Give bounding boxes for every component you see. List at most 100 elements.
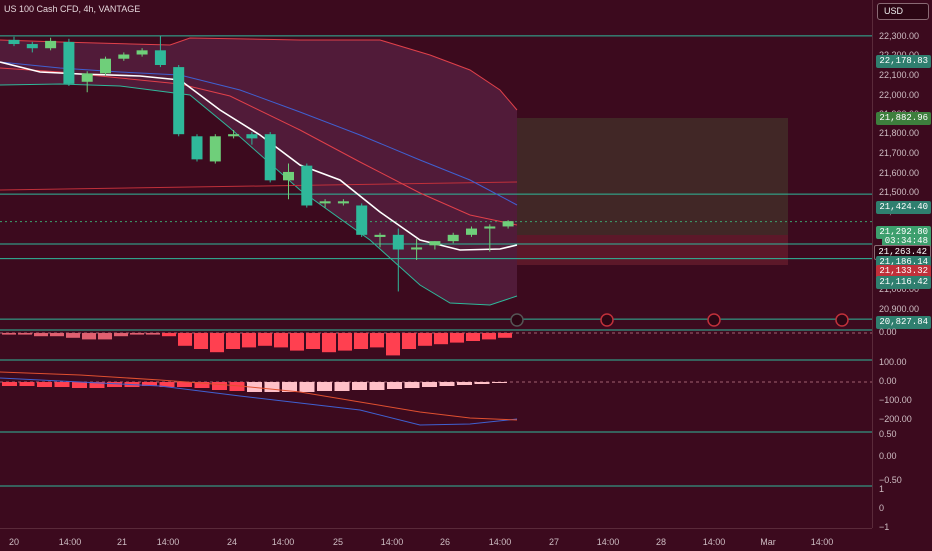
price-tick-label: 21,700.00 bbox=[879, 148, 920, 158]
indicator2-bar bbox=[299, 382, 315, 392]
indicator2-bar bbox=[439, 382, 455, 386]
indicator2-bar bbox=[212, 382, 227, 390]
candle-body bbox=[26, 44, 38, 49]
candle-body bbox=[63, 41, 75, 84]
price-tick-label: 22,100.00 bbox=[879, 70, 920, 80]
chart-canvas[interactable]: US 100 Cash CFD, 4h, VANTAGE bbox=[0, 0, 872, 528]
bollinger-upper-line bbox=[0, 37, 518, 111]
bollinger-band-fill bbox=[0, 38, 517, 305]
indicator2-bar bbox=[352, 382, 367, 390]
candle-body bbox=[337, 201, 349, 204]
candle-body bbox=[173, 67, 185, 135]
candle-body bbox=[466, 228, 477, 235]
currency-button[interactable]: USD bbox=[877, 3, 929, 20]
indicator1-bar bbox=[370, 333, 384, 348]
indicator1-bar bbox=[354, 333, 368, 349]
indicator2-bar bbox=[457, 382, 472, 385]
price-tag-label: 03:34:48 bbox=[881, 235, 931, 248]
event-marker-icon bbox=[707, 313, 721, 327]
indicator2-bar bbox=[264, 382, 280, 392]
indicator2-bar bbox=[37, 382, 52, 387]
indicator2-bar bbox=[369, 382, 385, 390]
time-tick-label: 14:00 bbox=[271, 537, 295, 547]
time-tick-label: 14:00 bbox=[156, 537, 180, 547]
price-tag-label: 21,116.42 bbox=[876, 276, 931, 289]
target-zone-box bbox=[517, 118, 788, 235]
indicator2-bar bbox=[89, 382, 105, 388]
indicator1-bar bbox=[162, 333, 176, 337]
indicator2-bar bbox=[159, 382, 175, 387]
indicator1-bar bbox=[306, 333, 320, 349]
indicator1-bar bbox=[194, 333, 208, 349]
time-tick-label: Mar bbox=[760, 537, 776, 547]
indicator1-bar bbox=[466, 333, 480, 341]
time-tick-label: 14:00 bbox=[702, 537, 726, 547]
indicator1-bar bbox=[450, 333, 464, 343]
candle-body bbox=[301, 165, 313, 206]
indicator2-axis-label: 100.00 bbox=[879, 357, 907, 367]
candle-body bbox=[100, 58, 111, 74]
price-tag-label: 20,827.84 bbox=[876, 316, 931, 329]
candle-body bbox=[136, 50, 148, 55]
candle-body bbox=[447, 234, 459, 242]
indicator1-bar bbox=[402, 333, 416, 349]
time-axis[interactable]: 20 14:00 21 14:00 24 14:00 25 14:00 26 14:00 27 14:… bbox=[0, 528, 872, 551]
indicator1-bar bbox=[338, 333, 352, 351]
indicator2-signal-blue bbox=[0, 377, 518, 426]
candle-body bbox=[411, 247, 423, 250]
price-tag-label: 21,882.96 bbox=[876, 112, 931, 125]
indicator2-bar bbox=[317, 382, 332, 391]
price-tag-label: 21,133.32 bbox=[876, 265, 931, 278]
candle-body bbox=[8, 39, 20, 45]
indicator1-bar bbox=[2, 333, 16, 335]
price-tick-label: 20,900.00 bbox=[879, 304, 920, 314]
time-tick-label: 14:00 bbox=[810, 537, 834, 547]
indicator3-axis-label: 0.50 bbox=[879, 429, 897, 439]
candle-body bbox=[228, 134, 240, 137]
price-tick-label: 22,300.00 bbox=[879, 31, 920, 41]
indicator2-bar bbox=[282, 382, 297, 392]
candle-body bbox=[356, 205, 368, 235]
indicator1-bar bbox=[50, 333, 64, 337]
indicator2-bar bbox=[19, 382, 35, 386]
ma-blue-line bbox=[0, 61, 518, 206]
indicator2-bar bbox=[492, 382, 507, 383]
red-trend-line bbox=[0, 181, 518, 191]
indicator1-bar bbox=[18, 333, 32, 335]
indicator1-bar bbox=[82, 333, 96, 340]
price-axis[interactable]: 22,300.0022,200.0022,100.0022,000.0021,9… bbox=[872, 0, 932, 532]
indicator3-axis-label: −0.50 bbox=[879, 475, 902, 485]
candle-body bbox=[45, 40, 57, 49]
candle-body bbox=[484, 226, 496, 229]
time-tick-label: 14:00 bbox=[380, 537, 404, 547]
indicator2-bar bbox=[107, 382, 122, 387]
indicator1-bar bbox=[274, 333, 288, 348]
price-tick-label: 21,500.00 bbox=[879, 187, 920, 197]
price-tick-label: 21,600.00 bbox=[879, 168, 920, 178]
time-tick-label: 28 bbox=[655, 537, 667, 547]
indicator3-axis-label: 0 bbox=[879, 503, 885, 513]
indicator2-bar bbox=[334, 382, 350, 391]
indicator2-bar bbox=[142, 382, 157, 386]
candle-body bbox=[209, 136, 221, 162]
indicator1-bar bbox=[290, 333, 304, 351]
time-tick-label: 20 bbox=[8, 537, 20, 547]
indicator1-bar bbox=[130, 333, 144, 335]
indicator2-bar bbox=[229, 382, 245, 391]
time-tick-label: 14:00 bbox=[596, 537, 620, 547]
indicator1-bar bbox=[322, 333, 336, 353]
indicator2-axis-label: 0.00 bbox=[879, 376, 897, 386]
candle-body bbox=[392, 234, 404, 250]
indicator1-bar bbox=[114, 333, 128, 337]
time-tick-label: 21 bbox=[116, 537, 128, 547]
indicator2-bar bbox=[177, 382, 192, 387]
stop-zone-box bbox=[517, 235, 788, 265]
indicator1-axis-label: 0.00 bbox=[879, 327, 897, 337]
indicator1-bar bbox=[226, 333, 240, 349]
price-tag-label: 21,424.40 bbox=[876, 201, 931, 214]
time-tick-label: 24 bbox=[226, 537, 238, 547]
candle-body bbox=[246, 134, 258, 139]
price-chart-svg[interactable] bbox=[0, 0, 872, 528]
indicator1-bar bbox=[434, 333, 448, 345]
candle-body bbox=[374, 234, 386, 237]
